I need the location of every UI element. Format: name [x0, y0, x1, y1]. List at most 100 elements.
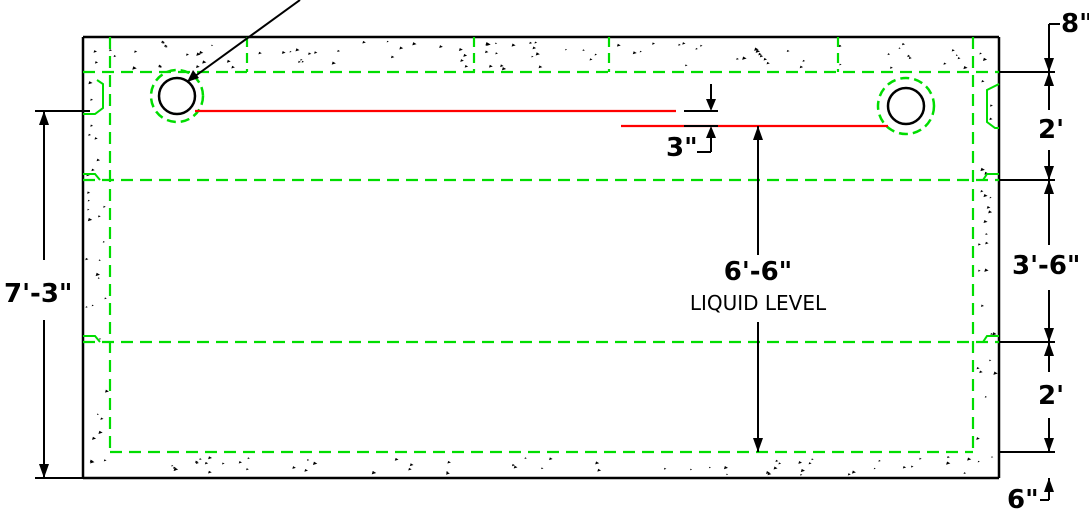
liquid-depth-arrow-bottom — [753, 438, 763, 452]
concrete-speck — [91, 168, 95, 172]
concrete-speck — [984, 268, 989, 272]
concrete-speck — [298, 60, 301, 63]
liquid-depth-arrow-top — [753, 126, 763, 140]
concrete-speck — [98, 259, 101, 262]
concrete-speck — [485, 50, 489, 54]
pipe-drop-label: 3" — [666, 133, 698, 163]
concrete-speck — [87, 208, 90, 211]
concrete-speck — [799, 65, 804, 69]
right-dimension-arrows — [1044, 58, 1054, 492]
concrete-speck — [394, 457, 399, 461]
concrete-speck — [202, 60, 207, 64]
concrete-speck — [158, 64, 162, 68]
overall-height-dimension — [35, 110, 90, 479]
concrete-speck — [979, 52, 982, 55]
concrete-speck — [685, 64, 688, 67]
concrete-speck — [90, 124, 94, 127]
concrete-speck — [700, 44, 703, 47]
concrete-speck — [800, 473, 803, 476]
concrete-speck — [312, 461, 318, 465]
concrete-speck — [977, 460, 980, 463]
concrete-speck — [337, 49, 341, 53]
concrete-speck — [632, 51, 637, 55]
concrete-speck — [500, 64, 504, 68]
concrete-speck — [984, 395, 988, 398]
concrete-speck — [980, 304, 984, 307]
concrete-speck — [185, 53, 190, 56]
bottom-thickness-label: 6" — [1007, 485, 1039, 515]
concrete-speck — [991, 456, 994, 458]
concrete-speck — [301, 60, 304, 63]
concrete-texture — [85, 40, 998, 476]
concrete-speck — [847, 473, 851, 476]
concrete-speck — [976, 366, 980, 370]
concrete-speck — [589, 58, 593, 61]
concrete-speck — [798, 461, 803, 464]
concrete-speck — [742, 56, 747, 60]
concrete-speck — [408, 467, 412, 471]
concrete-speck — [957, 57, 961, 60]
concrete-speck — [541, 467, 544, 470]
concrete-speck — [159, 65, 163, 68]
concrete-speck — [766, 471, 770, 475]
concrete-speck — [529, 41, 533, 45]
concrete-speck — [963, 472, 967, 475]
concrete-speck — [767, 472, 772, 476]
concrete-speck — [985, 241, 989, 245]
concrete-speck — [977, 243, 981, 246]
concrete-speck — [485, 42, 490, 46]
concrete-speck — [887, 53, 891, 56]
concrete-speck — [308, 52, 312, 55]
concrete-speck — [538, 65, 543, 69]
concrete-speck — [104, 297, 107, 300]
concrete-speck — [85, 306, 88, 308]
concrete-speck — [97, 215, 101, 218]
concrete-speck — [88, 81, 93, 85]
pipe-drop-arrow-top — [706, 99, 716, 111]
concrete-speck — [94, 137, 98, 140]
concrete-speck — [96, 158, 101, 162]
concrete-speck — [196, 52, 201, 56]
concrete-speck — [495, 52, 498, 55]
concrete-speck — [98, 430, 103, 434]
concrete-speck — [463, 53, 468, 57]
concrete-speck — [565, 48, 568, 51]
concrete-speck — [963, 65, 968, 70]
concrete-speck — [766, 61, 770, 65]
inner-wall-hidden-lines — [83, 37, 999, 454]
concrete-speck — [678, 43, 681, 46]
concrete-speck — [851, 470, 856, 474]
concrete-speck — [992, 332, 997, 336]
wall-notches — [83, 79, 1000, 343]
concrete-speck — [951, 49, 955, 52]
concrete-speck — [597, 468, 602, 472]
inlet-pipe — [149, 68, 205, 124]
concrete-speck — [99, 338, 102, 340]
tank-outline — [81, 35, 1001, 480]
concrete-speck — [989, 359, 992, 362]
concrete-speck — [304, 469, 308, 472]
outlet-pipe — [876, 76, 936, 136]
concrete-speck — [91, 304, 94, 307]
concrete-speck — [986, 205, 991, 209]
concrete-speck — [199, 50, 204, 55]
concrete-speck — [989, 196, 992, 199]
concrete-speck — [758, 52, 762, 56]
right-dimension-chain — [999, 23, 1060, 501]
concrete-speck — [907, 54, 911, 58]
concrete-speck — [195, 461, 199, 464]
concrete-speck — [97, 277, 100, 279]
top-slab-joints — [245, 37, 840, 72]
overall-height-arrow-top — [39, 111, 49, 125]
concrete-speck — [839, 63, 842, 66]
concrete-speck — [898, 47, 901, 49]
pipe-leader-arrow — [187, 70, 199, 82]
concrete-speck — [306, 458, 310, 461]
concrete-speck — [439, 45, 443, 48]
concrete-speck — [199, 458, 202, 460]
liquid-level-lines — [195, 109, 888, 128]
concrete-speck — [208, 470, 212, 474]
concrete-speck — [162, 41, 165, 44]
concrete-speck — [231, 65, 235, 69]
concrete-speck — [446, 471, 450, 475]
